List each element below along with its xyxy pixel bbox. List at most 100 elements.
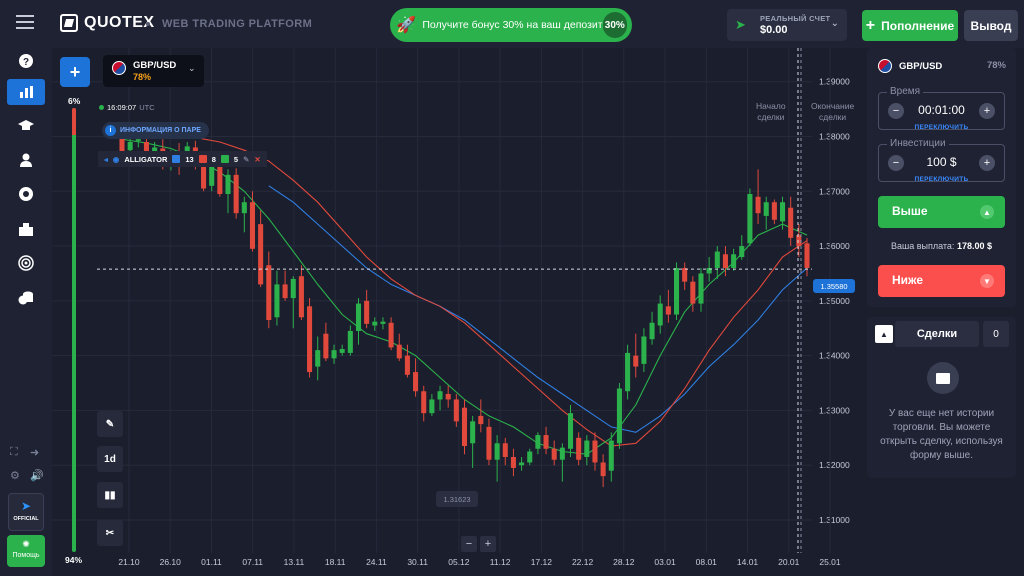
collapse-trades-icon[interactable]: ▲	[875, 325, 893, 343]
collapse-icon[interactable]: ◂	[104, 154, 108, 164]
indicator-param-teeth: 8	[211, 154, 216, 164]
candle-body	[331, 350, 337, 359]
deal-start-line2: сделки	[757, 112, 785, 122]
candle-body	[771, 202, 777, 220]
clock-time: 16:09:07	[107, 103, 137, 112]
bonus-percent: 30%	[602, 12, 627, 38]
settings-icon[interactable]: ⚙	[10, 470, 20, 482]
fullscreen-icon[interactable]: ⛶	[10, 446, 18, 458]
account-icon[interactable]	[7, 147, 45, 173]
trades-panel: ▲ Сделки 0 У вас еще нет истории торговл…	[867, 317, 1016, 478]
investment-switch-link[interactable]: ПЕРЕКЛЮЧИТЬ	[914, 176, 969, 183]
online-dot-icon	[99, 105, 104, 110]
candle-body	[616, 388, 622, 444]
x-tick-label: 11.12	[490, 557, 511, 567]
education-icon[interactable]	[7, 113, 45, 139]
price-chart[interactable]: 1.39000 1.38000 1.37000 1.36000 1.35000 1.340…	[52, 48, 865, 576]
deposit-button[interactable]: + Пополнение	[862, 10, 958, 41]
time-minus-button[interactable]: −	[888, 103, 904, 119]
teeth-color-swatch	[198, 155, 207, 163]
left-sidebar: ? ⛶ ➜ ⚙ 🔊 ➤ OFFICIAL ✺	[0, 48, 52, 576]
down-button[interactable]: Ниже ▼	[878, 265, 1005, 297]
add-asset-button[interactable]: +	[60, 57, 90, 87]
x-tick-label: 14.01	[737, 557, 759, 567]
candle-body	[665, 306, 671, 315]
x-tick-label: 08.01	[696, 557, 718, 567]
help-icon[interactable]: ?	[7, 48, 45, 74]
chevron-down-icon: ⌄	[830, 18, 839, 29]
candle-body	[510, 456, 516, 468]
candle-body	[290, 278, 296, 299]
deposit-label: Пополнение	[881, 18, 955, 33]
investment-field[interactable]: Инвестиции − 100 $ +	[878, 138, 1005, 182]
deal-start-label: Начало сделки	[756, 101, 786, 123]
account-selector[interactable]: ➤ РЕАЛЬНЫЙ СЧЕТ $0.00 ⌄	[727, 9, 847, 41]
info-icon: i	[105, 125, 116, 136]
drawing-tool-button[interactable]: ✎	[97, 411, 123, 437]
candle-body	[388, 322, 394, 348]
time-value[interactable]: 00:01:00	[918, 103, 965, 117]
zoom-in-button[interactable]: +	[480, 536, 496, 552]
help-button[interactable]: ✺ Помощь	[7, 535, 45, 567]
arrow-up-icon: ▲	[980, 205, 994, 219]
x-tick-label: 17.12	[531, 557, 553, 567]
sound-icon[interactable]: 🔊	[30, 470, 44, 482]
edit-indicator-icon[interactable]: ✎	[243, 154, 250, 164]
trades-title[interactable]: Сделки	[895, 321, 979, 347]
official-label: OFFICIAL	[13, 516, 39, 522]
candle-body	[592, 440, 598, 463]
empty-history-icon	[927, 362, 959, 394]
menu-icon[interactable]	[16, 15, 34, 29]
y-tick-label: 1.36000	[819, 241, 850, 251]
investment-minus-button[interactable]: −	[888, 155, 904, 171]
candle-body	[413, 372, 419, 392]
indicator-param-jaw: 13	[185, 154, 194, 164]
candle-body	[266, 265, 272, 321]
candle-body	[682, 267, 688, 282]
time-plus-button[interactable]: +	[979, 103, 995, 119]
chart-icon[interactable]	[7, 79, 45, 105]
visibility-icon[interactable]: ◉	[112, 154, 120, 164]
chart-type-button[interactable]: ▮▮	[97, 482, 123, 508]
investment-value[interactable]: 100 $	[926, 155, 957, 169]
rocket-icon: 🚀	[396, 17, 417, 34]
market-icon[interactable]	[7, 216, 45, 242]
empty-history-text: У вас еще нет истории торговли. Вы может…	[880, 408, 1003, 461]
official-channel-button[interactable]: ➤ OFFICIAL	[8, 493, 44, 531]
up-button[interactable]: Выше ▲	[878, 196, 1005, 228]
zoom-out-button[interactable]: −	[461, 536, 477, 552]
logout-icon[interactable]: ➜	[30, 447, 40, 459]
asset-payout: 78%	[133, 72, 152, 82]
logo[interactable]: QUOTEX	[60, 14, 155, 32]
time-switch-link[interactable]: ПЕРЕКЛЮЧИТЬ	[914, 124, 969, 131]
pencil-icon: ✎	[105, 418, 115, 430]
investment-plus-button[interactable]: +	[979, 155, 995, 171]
x-tick-label: 01.11	[201, 557, 222, 567]
time-field[interactable]: Время − 00:01:00 +	[878, 86, 1005, 130]
x-tick-label: 22.12	[572, 557, 594, 567]
candle-body	[404, 355, 410, 375]
bonus-banner[interactable]: 🚀 Получите бонус 30% на ваш депозит 30%	[390, 8, 632, 42]
remove-indicator-icon[interactable]: ✕	[254, 154, 261, 164]
x-tick-label: 13.11	[284, 557, 305, 567]
indicators-button[interactable]: ✂	[97, 520, 123, 546]
plus-icon: +	[865, 16, 876, 34]
payout-value: 178.00 $	[956, 241, 992, 251]
tournament-icon[interactable]	[7, 181, 45, 207]
candle-body	[535, 435, 541, 449]
separator-dot	[146, 22, 150, 26]
trade-asset-name: GBP/USD	[899, 60, 943, 72]
signals-icon[interactable]	[7, 250, 45, 276]
tagline: WEB TRADING PLATFORM	[162, 18, 313, 30]
pair-info-button[interactable]: i ИНФОРМАЦИЯ О ПАРЕ	[102, 122, 209, 139]
account-label: РЕАЛЬНЫЙ СЧЕТ	[760, 14, 831, 23]
timeframe-button[interactable]: 1d	[97, 446, 123, 472]
asset-selector[interactable]: GBP/USD 78% ⌄	[103, 55, 204, 87]
candle-body	[453, 399, 459, 422]
candle-body	[502, 443, 508, 457]
withdraw-button[interactable]: Вывод	[964, 10, 1018, 41]
indicator-legend[interactable]: ◂ ◉ ALLIGATOR 13 8 5 ✎ ✕	[98, 151, 267, 167]
coins-icon[interactable]	[7, 285, 45, 311]
candle-body	[608, 440, 614, 471]
investment-label: Инвестиции	[887, 138, 949, 149]
